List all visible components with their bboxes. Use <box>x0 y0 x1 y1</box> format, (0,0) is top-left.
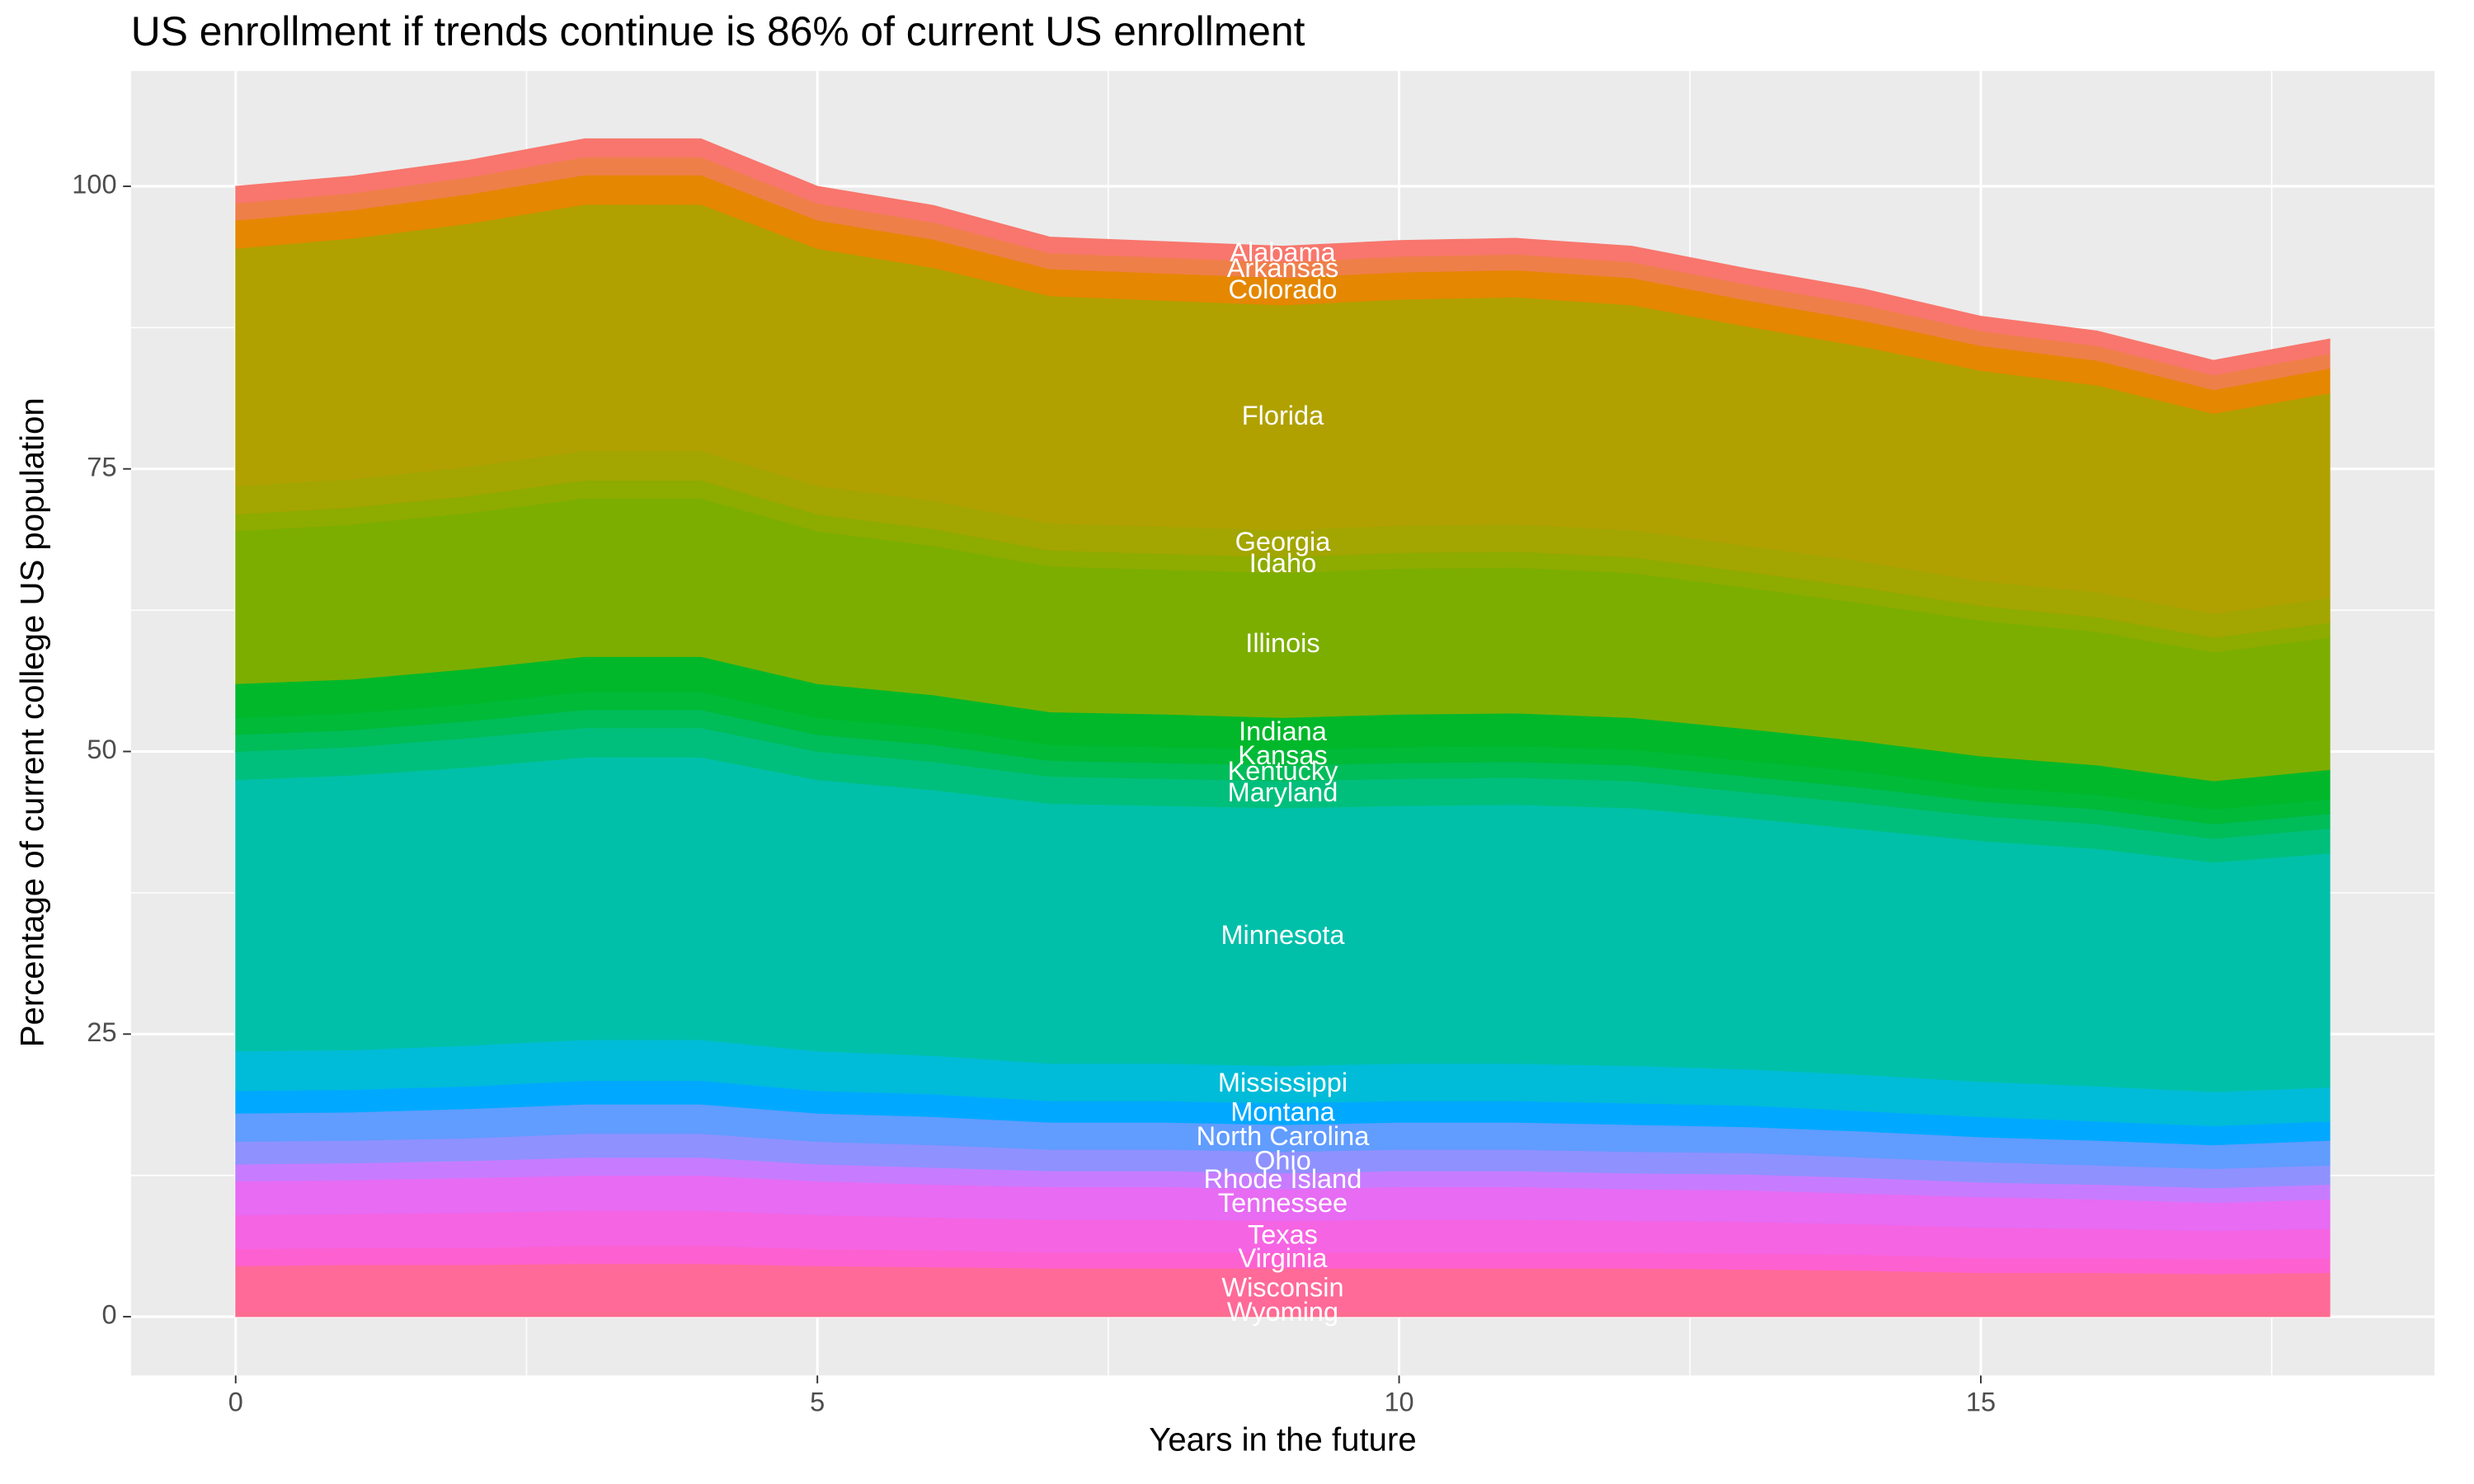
series-label: Colorado <box>1229 275 1338 304</box>
y-axis-title: Percentage of current college US populat… <box>14 397 51 1047</box>
series-label: Arkansas <box>1227 253 1339 283</box>
chart-title: US enrollment if trends continue is 86% … <box>131 8 1305 54</box>
y-tick-label: 0 <box>101 1300 116 1330</box>
x-tick-label: 10 <box>1384 1387 1413 1416</box>
areas <box>235 138 2331 1317</box>
series-label: Virginia <box>1239 1243 1329 1273</box>
x-axis-title: Years in the future <box>1149 1421 1416 1458</box>
series-label: North Carolina <box>1197 1121 1371 1151</box>
y-tick-label: 50 <box>87 735 116 764</box>
axes: 0 5 10 15 0 25 50 75 100 <box>72 170 1996 1417</box>
series-label: Wisconsin <box>1221 1273 1343 1303</box>
series-label: Illinois <box>1245 628 1319 658</box>
series-label: Kentucky <box>1228 756 1338 786</box>
series-label: Ohio <box>1254 1146 1311 1176</box>
series-label: Tennessee <box>1218 1188 1348 1218</box>
series-label: Mississippi <box>1218 1068 1348 1097</box>
series-label: Montana <box>1230 1097 1335 1127</box>
series-label: Florida <box>1242 401 1324 430</box>
x-tick-label: 5 <box>810 1387 825 1416</box>
series-label: Rhode Island <box>1204 1164 1362 1194</box>
series-label: Indiana <box>1239 716 1328 746</box>
series-label: Idaho <box>1249 548 1316 578</box>
series-label: Alabama <box>1230 237 1336 267</box>
y-tick-label: 100 <box>72 170 116 200</box>
series-label: Wyoming <box>1227 1297 1338 1327</box>
area-labels: WyomingWisconsinVirginiaTexasTennesseeRh… <box>1197 237 1371 1327</box>
series-label: Kansas <box>1238 740 1327 770</box>
y-tick-label: 25 <box>87 1017 116 1047</box>
series-label: Texas <box>1248 1219 1318 1249</box>
x-tick-label: 15 <box>1966 1387 1996 1416</box>
series-label: Maryland <box>1228 777 1338 807</box>
series-label: Minnesota <box>1221 920 1345 950</box>
series-label: Georgia <box>1235 527 1332 556</box>
area <box>235 138 2331 376</box>
y-tick-label: 75 <box>87 452 116 481</box>
x-tick-label: 0 <box>228 1387 243 1416</box>
